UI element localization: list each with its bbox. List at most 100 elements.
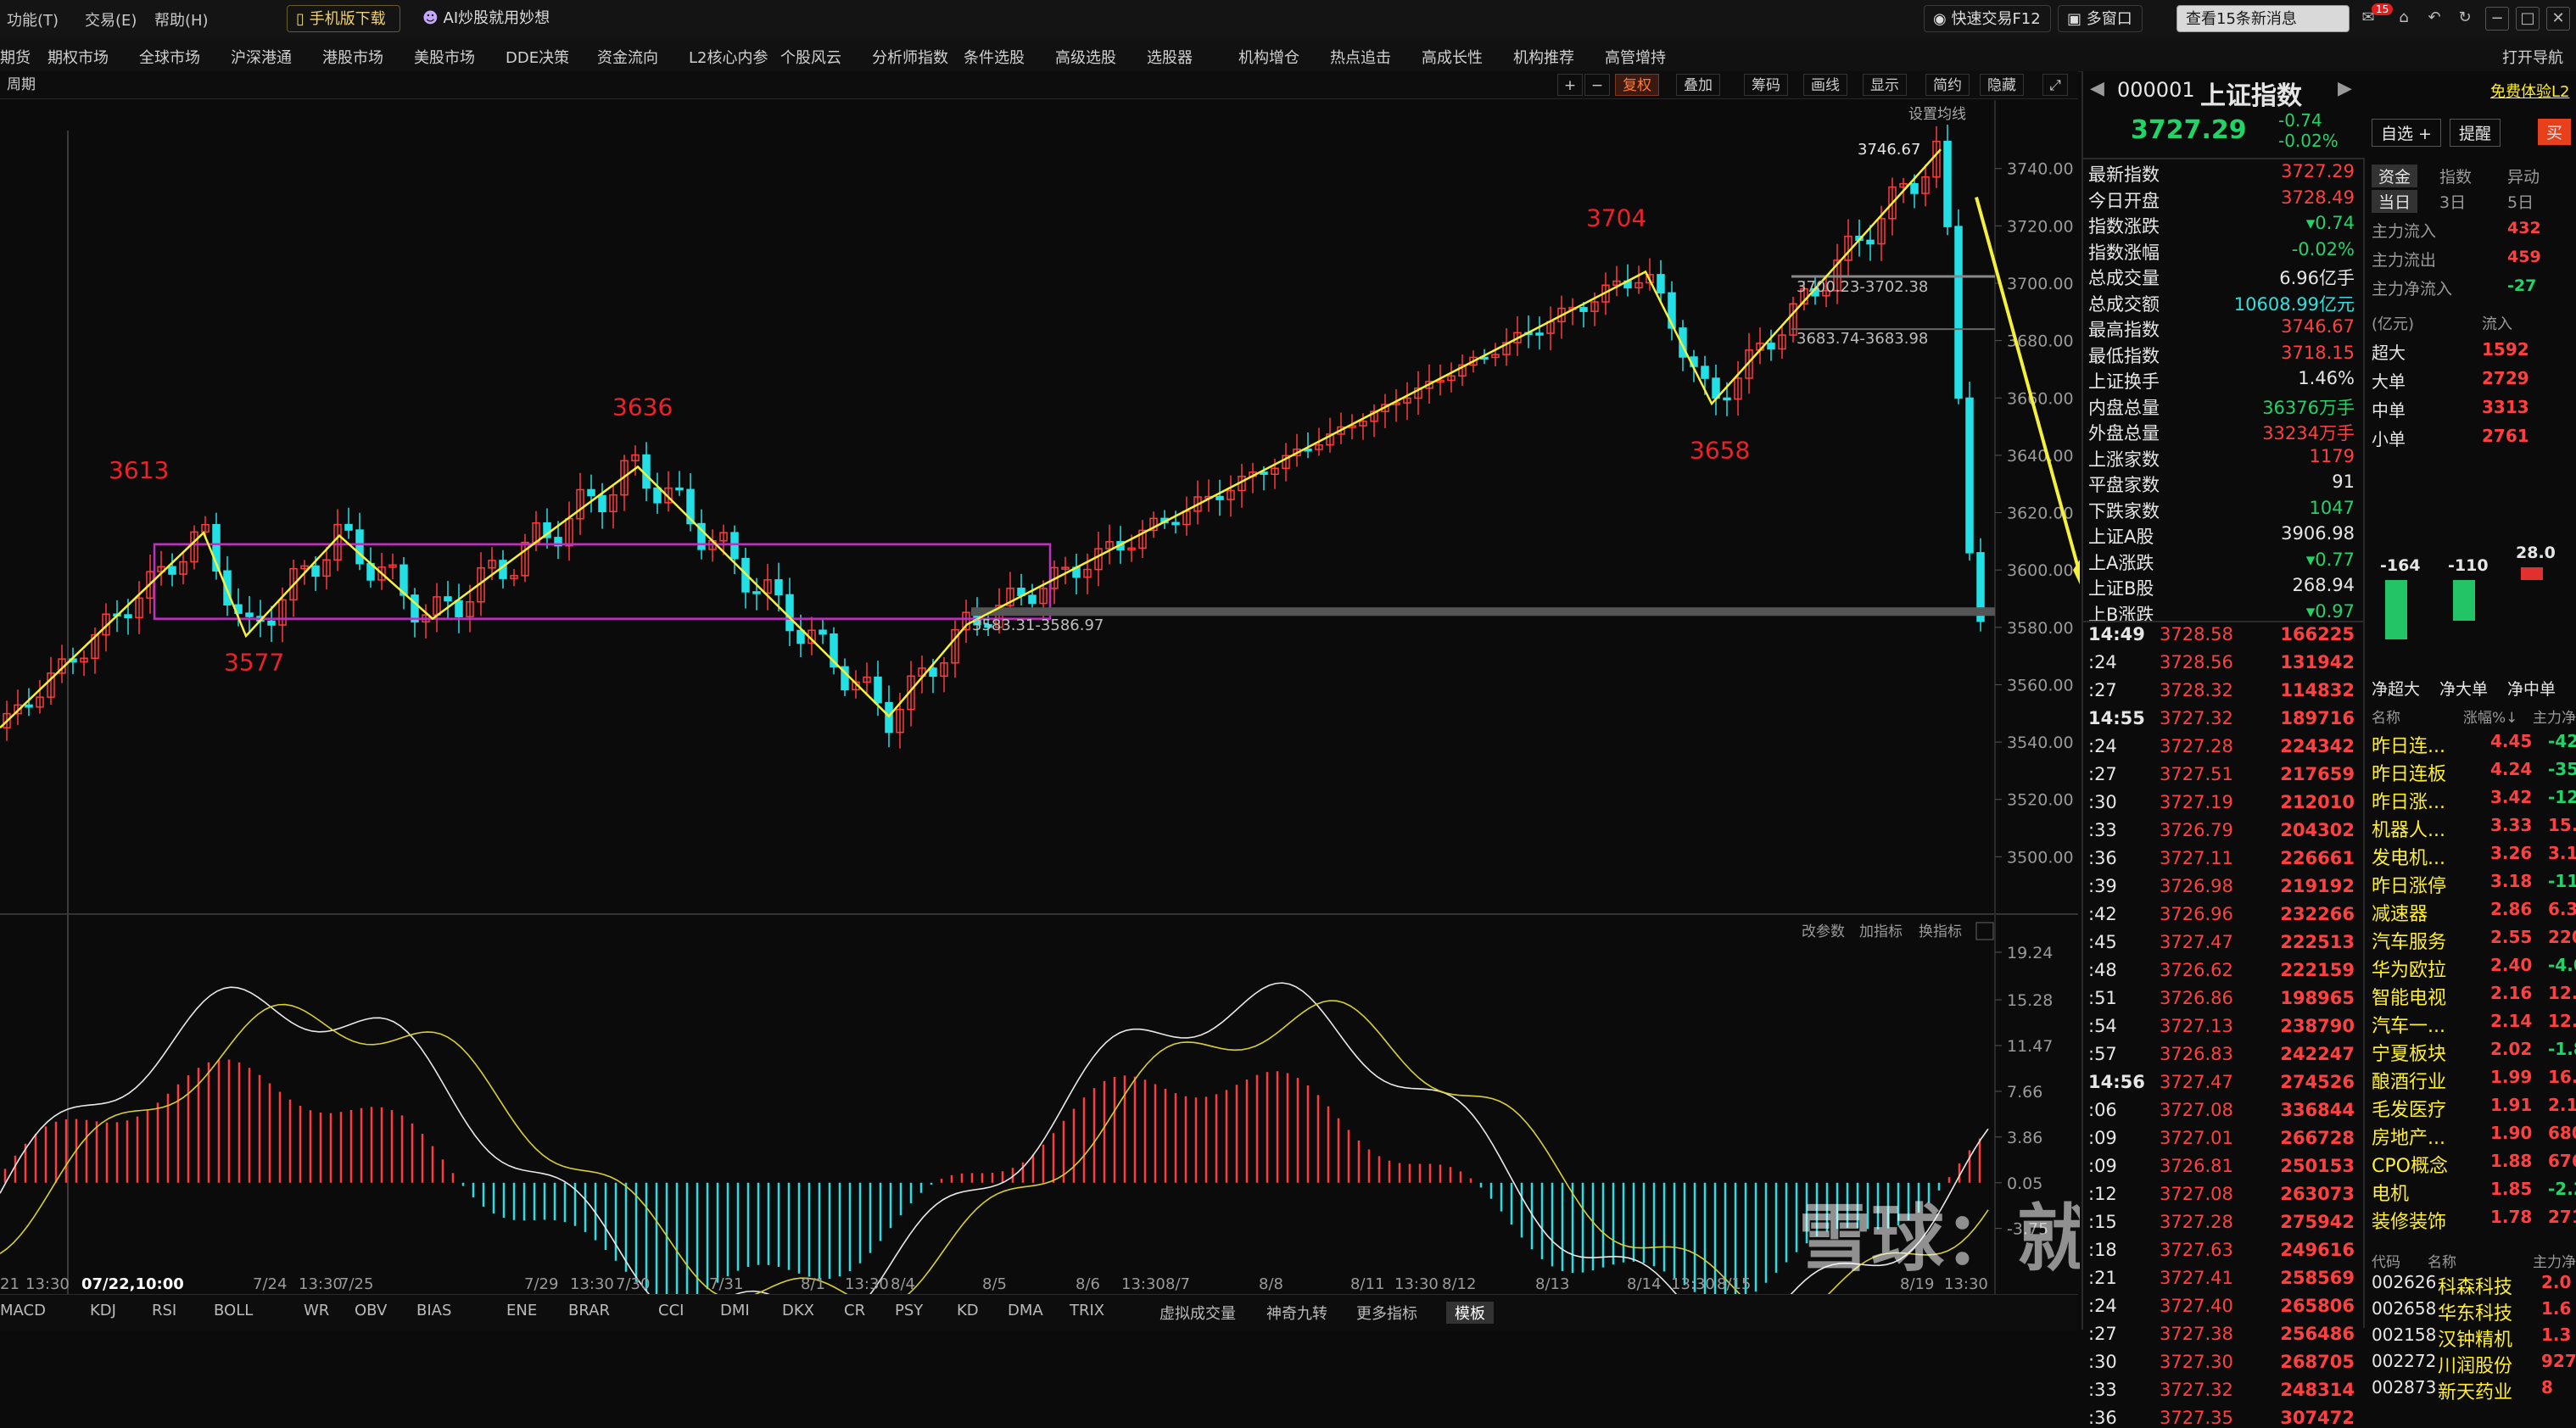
fund-tab[interactable]: 异动 [2507, 168, 2540, 187]
nav-recommend[interactable]: 机构推荐 [1513, 49, 1574, 67]
indicator-tab[interactable]: MACD [0, 1302, 46, 1319]
net-tab[interactable]: 净超大 [2372, 680, 2421, 699]
nav-dde[interactable]: DDE决策 [506, 49, 570, 67]
sector-name[interactable]: 酿酒行业 [2372, 1072, 2447, 1093]
chips-button[interactable]: 筹码 [1744, 74, 1788, 96]
mail-icon[interactable]: ✉ [2361, 8, 2375, 26]
nav-screener[interactable]: 选股器 [1147, 49, 1193, 67]
indicator-tab[interactable]: DKX [782, 1302, 814, 1319]
chart-area[interactable]: 3740.00 3720.00 3700.00 3680.00 3660.00 3640.… [0, 100, 2080, 1294]
sector-name[interactable]: 华为欧拉 [2372, 960, 2447, 981]
indicator-tab[interactable]: WR [304, 1302, 330, 1319]
zoom-out-button[interactable]: − [1584, 74, 1610, 96]
indicator-tab[interactable]: DMA [1008, 1302, 1043, 1319]
sector-name[interactable]: 发电机... [2372, 848, 2445, 869]
sector-name[interactable]: 昨日连... [2372, 736, 2445, 757]
sector-name[interactable]: 汽车服务 [2372, 932, 2447, 953]
indicator-tab[interactable]: DMI [720, 1302, 750, 1319]
alert-button[interactable]: 提醒 [2450, 119, 2501, 147]
sector-name[interactable]: 宁夏板块 [2372, 1044, 2447, 1065]
nav-us[interactable]: 美股市场 [414, 49, 475, 67]
sector-name[interactable]: 毛发医疗 [2372, 1100, 2447, 1121]
sector-name[interactable]: 昨日连板 [2372, 764, 2447, 785]
quick-trade-button[interactable]: ◉ 快速交易F12 [1924, 5, 2051, 32]
stock-code-cell[interactable]: 002626 [2372, 1272, 2437, 1292]
sector-name[interactable]: 房地产... [2372, 1128, 2445, 1149]
nav-capital-flow[interactable]: 资金流向 [597, 49, 658, 67]
stock-code-cell[interactable]: 002158 [2372, 1325, 2437, 1345]
indicator-tab[interactable]: 虚拟成交量 [1159, 1305, 1236, 1323]
macd-close-icon[interactable] [1975, 922, 1994, 940]
hide-button[interactable]: 隐藏 [1980, 74, 2024, 96]
period-tab[interactable]: 5日 [2507, 193, 2534, 212]
indicator-tab[interactable]: CCI [658, 1302, 685, 1319]
sector-name[interactable]: 电机 [2372, 1184, 2410, 1205]
nav-options[interactable]: 期权市场 [47, 49, 109, 67]
close-icon[interactable]: ✕ [2546, 7, 2570, 31]
macd-option-button[interactable]: 改参数 [1802, 923, 1845, 940]
stock-name-cell[interactable]: 华东科技 [2438, 1303, 2513, 1325]
back-icon[interactable]: ↶ [2428, 8, 2441, 26]
nav-global[interactable]: 全球市场 [139, 49, 200, 67]
ai-assistant-button[interactable]: ☻ AI炒股就用妙想 [422, 9, 550, 27]
prev-stock-icon[interactable]: ◀ [2090, 78, 2104, 99]
nav-growth[interactable]: 高成长性 [1422, 49, 1483, 67]
sector-name[interactable]: 昨日涨... [2372, 792, 2445, 813]
nav-connect[interactable]: 沪深港通 [231, 49, 292, 67]
multi-window-button[interactable]: ▣ 多窗口 [2058, 5, 2143, 32]
menu-function[interactable]: 功能(T) [7, 12, 59, 30]
stock-name-cell[interactable]: 新天药业 [2438, 1382, 2513, 1403]
sector-name[interactable]: 机器人... [2372, 820, 2445, 841]
add-watchlist-button[interactable]: 自选 + [2372, 119, 2441, 147]
nav-exec-buy[interactable]: 高管增持 [1605, 49, 1666, 67]
indicator-tab[interactable]: BOLL [214, 1302, 254, 1319]
indicator-tab[interactable]: BIAS [416, 1302, 452, 1319]
nav-condition[interactable]: 条件选股 [964, 49, 1025, 67]
sector-name[interactable]: 昨日涨停 [2372, 876, 2447, 897]
nav-advanced[interactable]: 高级选股 [1055, 49, 1116, 67]
nav-hotspot[interactable]: 热点追击 [1330, 49, 1391, 67]
stock-name-cell[interactable]: 川润股份 [2438, 1356, 2513, 1377]
fund-tab[interactable]: 资金 [2372, 165, 2418, 187]
indicator-tab[interactable]: ENE [506, 1302, 538, 1319]
nav-institution[interactable]: 机构增仓 [1238, 49, 1299, 67]
adjust-button[interactable]: 复权 [1615, 74, 1659, 96]
nav-analyst[interactable]: 分析师指数 [872, 49, 948, 67]
indicator-tab[interactable]: BRAR [568, 1302, 610, 1319]
stock-name-cell[interactable]: 汉钟精机 [2438, 1330, 2513, 1351]
nav-stock-news[interactable]: 个股风云 [780, 49, 841, 67]
indicator-tab[interactable]: PSY [895, 1302, 924, 1319]
indicator-tab[interactable]: 模板 [1446, 1302, 1494, 1324]
sector-name[interactable]: 智能电视 [2372, 988, 2447, 1009]
macd-option-button[interactable]: 换指标 [1919, 923, 1962, 940]
next-stock-icon[interactable]: ▶ [2338, 78, 2352, 99]
stock-code-cell[interactable]: 002873 [2372, 1377, 2437, 1397]
nav-hk[interactable]: 港股市场 [322, 49, 383, 67]
indicator-tab[interactable]: 神奇九转 [1266, 1305, 1327, 1323]
indicator-tab[interactable]: KD [957, 1302, 979, 1319]
fullscreen-icon[interactable]: ⤢ [2042, 74, 2068, 96]
indicator-tab[interactable]: RSI [152, 1302, 177, 1319]
stock-code-cell[interactable]: 002272 [2372, 1351, 2437, 1371]
draw-button[interactable]: 画线 [1803, 74, 1847, 96]
zoom-in-button[interactable]: + [1557, 74, 1583, 96]
net-tab[interactable]: 净中单 [2507, 680, 2556, 699]
news-banner-button[interactable]: 查看15条新消息 [2176, 5, 2350, 32]
indicator-tab[interactable]: CR [844, 1302, 866, 1319]
indicator-tab[interactable]: 更多指标 [1356, 1305, 1417, 1323]
minimize-icon[interactable]: − [2485, 7, 2509, 31]
menu-trade[interactable]: 交易(E) [85, 12, 137, 30]
nav-l2[interactable]: L2核心内参 [689, 49, 768, 67]
nav-futures[interactable]: 期货 [0, 49, 31, 67]
stock-code-cell[interactable]: 002658 [2372, 1298, 2437, 1319]
sector-name[interactable]: 装修装饰 [2372, 1212, 2447, 1233]
macd-option-button[interactable]: 加指标 [1859, 923, 1903, 940]
display-button[interactable]: 显示 [1863, 74, 1907, 96]
sector-name[interactable]: CPO概念 [2372, 1156, 2448, 1177]
period-tab[interactable]: 3日 [2439, 193, 2467, 212]
indicator-tab[interactable]: OBV [355, 1302, 388, 1319]
period-tab[interactable]: 当日 [2372, 190, 2418, 213]
indicator-tab[interactable]: KDJ [90, 1302, 116, 1319]
indicator-tab[interactable]: TRIX [1070, 1302, 1105, 1319]
home-icon[interactable]: ⌂ [2399, 8, 2409, 26]
